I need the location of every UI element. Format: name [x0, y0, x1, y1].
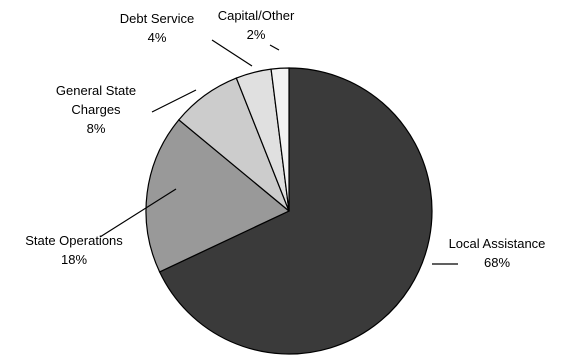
slice-label-local-assistance: Local Assistance 68%: [449, 236, 546, 270]
slice-name-capital-other: Capital/Other: [218, 8, 295, 23]
slice-percent-general-state-charges: 8%: [87, 121, 106, 136]
slice-name-debt-service: Debt Service: [120, 11, 194, 26]
slice-name-state-operations: State Operations: [25, 233, 123, 248]
pie-slice-capital-other: [270, 67, 290, 212]
leader-line-debt-service: [211, 39, 253, 67]
pie-slice-state-operations: [145, 119, 291, 273]
slice-labels: Local Assistance 68% State Operations 18% Ge…: [25, 8, 545, 270]
leader-line-state-operations: [99, 188, 177, 238]
pie-slices: [145, 67, 433, 355]
pie-slice-local-assistance: [158, 67, 433, 355]
slice-name-general-state-charges: General State: [56, 83, 136, 98]
slice-name-local-assistance: Local Assistance: [449, 236, 546, 251]
slice-label-general-state-charges: General State Charges 8%: [56, 83, 136, 136]
leader-line-general-state-charges: [151, 89, 197, 113]
slice-label-debt-service: Debt Service 4%: [120, 11, 194, 45]
slice-name-general-state-charges: Charges: [71, 102, 121, 117]
label-leader-lines: [99, 39, 458, 265]
slice-percent-capital-other: 2%: [247, 27, 266, 42]
slice-label-state-operations: State Operations 18%: [25, 233, 123, 267]
slice-label-capital-other: Capital/Other 2%: [218, 8, 295, 42]
slice-percent-debt-service: 4%: [148, 30, 167, 45]
slice-percent-local-assistance: 68%: [484, 255, 510, 270]
leader-line-capital-other: [269, 44, 280, 51]
slice-percent-state-operations: 18%: [61, 252, 87, 267]
